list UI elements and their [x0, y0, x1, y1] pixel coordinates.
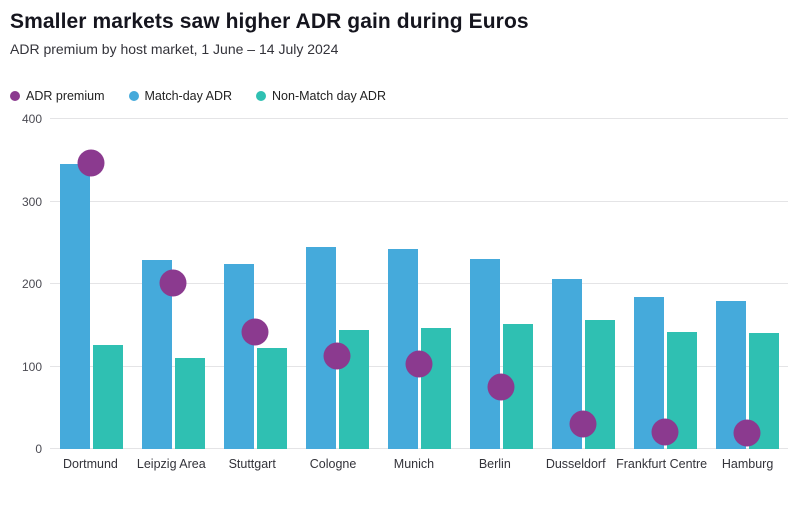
non-match-day-adr-bar	[420, 327, 451, 449]
y-axis-tick-label: 300	[21, 194, 42, 209]
non-match-day-adr-bar	[256, 347, 287, 449]
x-axis-label: Frankfurt Centre	[616, 457, 708, 471]
plot-area	[50, 118, 788, 449]
adr-premium-marker	[159, 269, 187, 297]
page-subtitle: ADR premium by host market, 1 June – 14 …	[10, 41, 339, 57]
gridline	[50, 118, 788, 119]
x-axis-label: Leipzig Area	[136, 457, 206, 471]
match-day-adr-bar	[59, 164, 90, 449]
adr-premium-marker	[569, 410, 597, 438]
legend-label: ADR premium	[26, 89, 105, 103]
x-axis-label: Munich	[393, 457, 435, 471]
x-axis-label: Dortmund	[62, 457, 118, 471]
legend-item-match-day-adr: Match-day ADR	[128, 89, 233, 103]
y-axis-tick-label: 400	[21, 112, 42, 126]
legend-label: Match-day ADR	[144, 89, 233, 103]
bar-group	[132, 119, 214, 449]
y-axis: 0 100 200 300 400	[10, 113, 44, 455]
adr-premium-marker	[77, 149, 105, 177]
non-match-day-adr-bar	[92, 345, 123, 449]
bar-group	[378, 119, 460, 449]
bar-groups	[50, 119, 788, 449]
legend-label: Non-Match day ADR	[272, 89, 386, 103]
bar-group	[214, 119, 296, 449]
y-axis-tick-label: 200	[21, 277, 42, 291]
non-match-day-adr-dot-icon	[256, 91, 267, 101]
x-axis-label: Dusseldorf	[545, 457, 606, 471]
y-axis-tick-label: 100	[21, 359, 42, 374]
match-day-adr-bar	[469, 259, 500, 449]
bar-group	[706, 119, 788, 449]
x-axis-label: Hamburg	[721, 457, 774, 471]
adr-premium-marker	[405, 350, 433, 378]
match-day-adr-dot-icon	[128, 91, 139, 101]
bar-group	[624, 119, 706, 449]
y-axis-tick-label: 0	[35, 442, 42, 456]
bar-group	[50, 119, 132, 449]
bar-group	[460, 119, 542, 449]
legend: ADR premium Match-day ADR Non-Match day …	[10, 89, 788, 103]
gridline	[50, 283, 788, 284]
x-axis: Dortmund Leipzig Area Stuttgart Cologne Muni…	[50, 457, 788, 471]
adr-premium-dot-icon	[10, 91, 20, 101]
x-axis-label: Berlin	[478, 457, 511, 471]
adr-premium-marker	[733, 419, 761, 447]
legend-item-non-match-day-adr: Non-Match day ADR	[256, 89, 386, 103]
bar-group	[296, 119, 378, 449]
non-match-day-adr-bar	[174, 358, 205, 449]
grouped-bar-chart: 0 100 200 300 400 Dortmund Leipzig Area Stuttg…	[10, 113, 788, 471]
page-title: Smaller markets saw higher ADR gain duri…	[10, 10, 529, 33]
match-day-adr-bar	[387, 248, 418, 449]
chart-card: Smaller markets saw higher ADR gain duri…	[10, 10, 788, 471]
x-axis-label: Cologne	[309, 457, 357, 471]
bar-group	[542, 119, 624, 449]
adr-premium-marker	[323, 342, 351, 370]
adr-premium-marker	[487, 373, 515, 401]
gridline	[50, 200, 788, 202]
match-day-adr-bar	[223, 264, 254, 449]
gridline	[50, 448, 788, 449]
adr-premium-marker	[241, 318, 269, 346]
adr-premium-marker	[651, 418, 679, 446]
x-axis-label: Stuttgart	[228, 457, 276, 471]
legend-item-adr-premium: ADR premium	[10, 89, 105, 103]
